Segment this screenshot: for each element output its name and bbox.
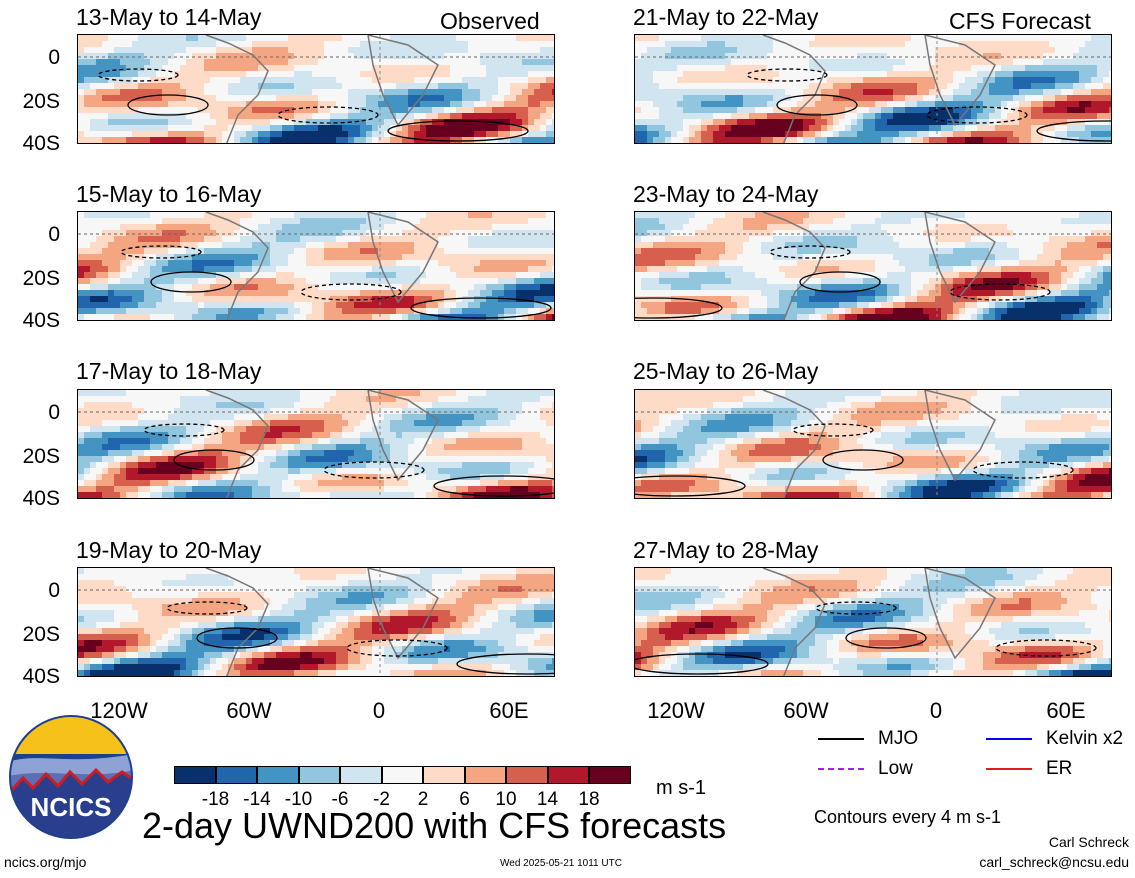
contours-note: Contours every 4 m s-1 bbox=[814, 807, 1002, 827]
colorbar-label: 18 bbox=[578, 789, 600, 810]
map-panel-5 bbox=[634, 34, 1112, 144]
xtick: 60E bbox=[489, 698, 529, 723]
legend-line-low bbox=[818, 768, 864, 770]
colorbar-label: -10 bbox=[284, 789, 313, 810]
legend-line-er bbox=[986, 768, 1032, 770]
anomaly-field bbox=[635, 390, 1111, 498]
colorbar-label: 14 bbox=[536, 789, 559, 810]
colorbar-swatch bbox=[547, 766, 589, 784]
colorbar-units: m s-1 bbox=[656, 777, 706, 799]
colorbar-label: -14 bbox=[243, 789, 271, 810]
legend-line-kelvin bbox=[986, 738, 1032, 740]
ytick: 0 bbox=[48, 579, 60, 602]
ytick: 40S bbox=[22, 665, 60, 688]
anomaly-field bbox=[78, 390, 554, 498]
footer-author: Carl Schreck bbox=[1048, 834, 1129, 850]
anomaly-field bbox=[78, 35, 554, 143]
map-panel-2 bbox=[77, 211, 555, 321]
panel-title-1: 13-May to 14-May bbox=[76, 4, 262, 30]
xtick: 120W bbox=[90, 698, 148, 723]
colorbar-label: -6 bbox=[331, 789, 349, 810]
footer-url[interactable]: ncics.org/mjo bbox=[4, 854, 87, 870]
panel-title-4: 19-May to 20-May bbox=[76, 537, 262, 563]
panel-title-6: 23-May to 24-May bbox=[633, 181, 819, 207]
panel-tag-forecast: CFS Forecast bbox=[949, 8, 1091, 34]
ytick: 20S bbox=[22, 623, 60, 646]
colorbar-swatch bbox=[506, 766, 548, 784]
colorbar-label: -2 bbox=[373, 789, 390, 810]
legend-label-kelvin: Kelvin x2 bbox=[1046, 728, 1124, 749]
xtick: 120W bbox=[647, 698, 705, 723]
colorbar-swatch bbox=[423, 766, 465, 784]
xtick: 0 bbox=[372, 698, 386, 723]
ytick: 40S bbox=[22, 487, 60, 510]
map-panel-7 bbox=[634, 389, 1112, 499]
xtick: 0 bbox=[929, 698, 943, 723]
colorbar-swatch bbox=[298, 766, 340, 784]
colorbar-swatch bbox=[589, 766, 631, 784]
anomaly-field bbox=[635, 568, 1111, 676]
colorbar-label: -18 bbox=[201, 789, 230, 810]
legend-line-mjo bbox=[818, 738, 864, 740]
map-panel-6 bbox=[634, 211, 1112, 321]
map-panel-8 bbox=[634, 567, 1112, 677]
map-panel-3 bbox=[77, 389, 555, 499]
panel-tag-observed: Observed bbox=[440, 8, 540, 34]
legend-label-mjo: MJO bbox=[878, 728, 919, 749]
panel-title-2: 15-May to 16-May bbox=[76, 181, 262, 207]
panel-title-5: 21-May to 22-May bbox=[633, 4, 819, 30]
logo-text: NCICS bbox=[30, 792, 112, 822]
ytick: 40S bbox=[22, 309, 60, 332]
colorbar-label: 10 bbox=[495, 789, 517, 810]
colorbar-swatch bbox=[174, 766, 216, 784]
legend-label-low: Low bbox=[878, 758, 913, 779]
ytick: 20S bbox=[22, 90, 60, 113]
xtick: 60W bbox=[226, 698, 272, 723]
xtick: 60E bbox=[1046, 698, 1086, 723]
colorbar-label: 2 bbox=[417, 789, 429, 810]
panel-title-8: 27-May to 28-May bbox=[633, 537, 819, 563]
map-panel-4 bbox=[77, 567, 555, 677]
anomaly-field bbox=[635, 35, 1111, 143]
main-title: 2-day UWND200 with CFS forecasts bbox=[142, 805, 727, 846]
ncics-logo: NCICS bbox=[8, 714, 134, 840]
panel-title-3: 17-May to 18-May bbox=[76, 358, 262, 384]
anomaly-field bbox=[635, 212, 1111, 320]
panel-title-7: 25-May to 26-May bbox=[633, 358, 819, 384]
footer-timestamp: Wed 2025-05-21 1011 UTC bbox=[500, 858, 622, 869]
ytick: 40S bbox=[22, 132, 60, 155]
colorbar-swatch bbox=[464, 766, 506, 784]
footer-email[interactable]: carl_schreck@ncsu.edu bbox=[979, 854, 1129, 870]
map-panel-1 bbox=[77, 34, 555, 144]
colorbar-swatch bbox=[215, 766, 257, 784]
colorbar-swatch bbox=[381, 766, 423, 784]
ytick: 0 bbox=[48, 401, 60, 424]
colorbar-label: 6 bbox=[459, 789, 470, 810]
xtick: 60W bbox=[783, 698, 829, 723]
anomaly-field bbox=[78, 212, 554, 320]
anomaly-field bbox=[78, 568, 554, 676]
ytick: 0 bbox=[48, 46, 60, 69]
ytick: 20S bbox=[22, 267, 60, 290]
legend-label-er: ER bbox=[1046, 758, 1073, 779]
ytick: 20S bbox=[22, 445, 60, 468]
ytick: 0 bbox=[48, 223, 60, 246]
colorbar-swatch bbox=[340, 766, 382, 784]
colorbar-swatch bbox=[257, 766, 299, 784]
